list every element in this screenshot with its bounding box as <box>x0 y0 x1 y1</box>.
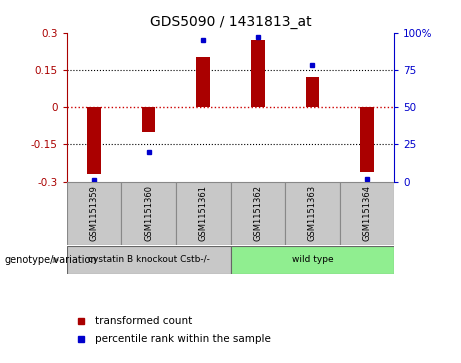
Bar <box>340 182 394 245</box>
Text: GSM1151361: GSM1151361 <box>199 185 208 241</box>
Text: transformed count: transformed count <box>95 316 192 326</box>
Bar <box>67 246 230 274</box>
Text: cystatin B knockout Cstb-/-: cystatin B knockout Cstb-/- <box>88 256 210 264</box>
Bar <box>251 40 265 107</box>
Bar <box>87 107 101 174</box>
Bar <box>230 182 285 245</box>
Bar <box>121 182 176 245</box>
Bar <box>306 77 319 107</box>
Title: GDS5090 / 1431813_at: GDS5090 / 1431813_at <box>150 15 311 29</box>
Text: GSM1151362: GSM1151362 <box>253 185 262 241</box>
Text: genotype/variation: genotype/variation <box>5 255 97 265</box>
Bar <box>176 182 230 245</box>
Bar <box>360 107 374 172</box>
Text: percentile rank within the sample: percentile rank within the sample <box>95 334 271 344</box>
Bar <box>285 182 340 245</box>
Bar <box>230 246 394 274</box>
Text: GSM1151360: GSM1151360 <box>144 185 153 241</box>
Bar <box>196 57 210 107</box>
Text: GSM1151359: GSM1151359 <box>89 185 99 241</box>
Text: GSM1151364: GSM1151364 <box>362 185 372 241</box>
Bar <box>142 107 155 132</box>
Text: wild type: wild type <box>291 256 333 264</box>
Text: GSM1151363: GSM1151363 <box>308 185 317 241</box>
Bar <box>67 182 121 245</box>
